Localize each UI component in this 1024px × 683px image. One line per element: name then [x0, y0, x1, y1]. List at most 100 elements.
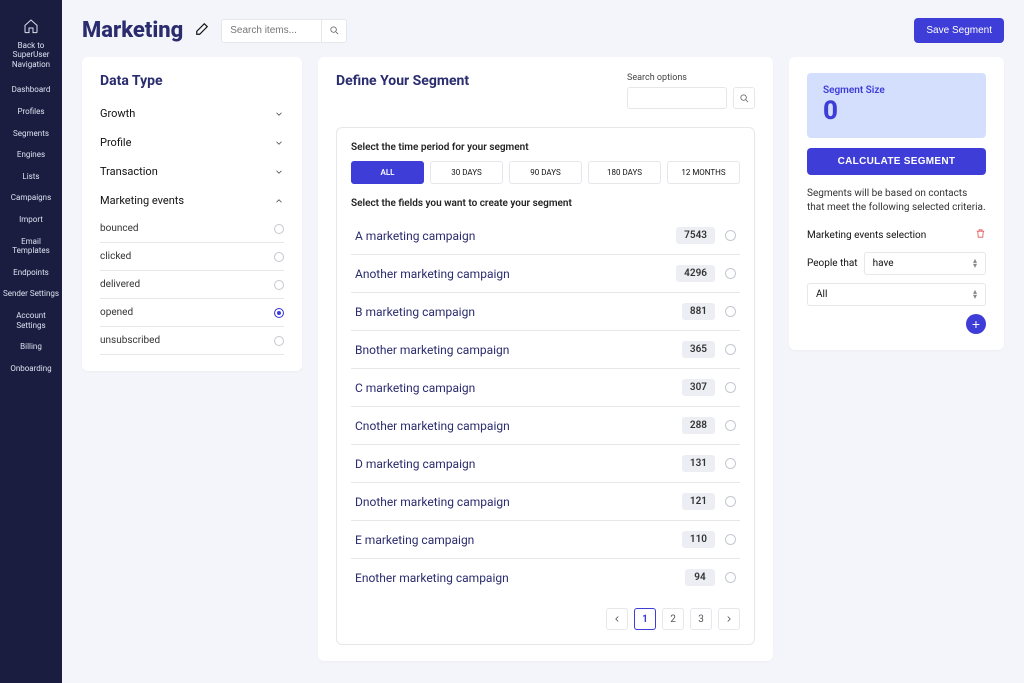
- trash-icon[interactable]: [975, 228, 986, 242]
- segment-size-label: Segment Size: [823, 85, 970, 96]
- sidebar: Back to SuperUser Navigation DashboardPr…: [0, 0, 62, 683]
- campaign-count: 7543: [676, 227, 715, 244]
- campaign-row[interactable]: Enother marketing campaign94: [351, 559, 740, 596]
- period-option[interactable]: 30 DAYS: [430, 161, 503, 184]
- edit-icon[interactable]: [195, 22, 209, 39]
- radio-icon: [725, 420, 736, 431]
- sidebar-item-email-templates[interactable]: Email Templates: [0, 231, 62, 262]
- search-options: Search options: [627, 73, 755, 109]
- campaign-name: Another marketing campaign: [355, 267, 510, 281]
- campaign-name: Bnother marketing campaign: [355, 343, 509, 357]
- define-segment-panel: Define Your Segment Search options Selec…: [318, 57, 773, 661]
- people-that-dropdown[interactable]: have ▴▾: [864, 252, 986, 275]
- data-type-group[interactable]: Marketing events: [100, 186, 284, 215]
- data-type-option[interactable]: bounced: [100, 215, 284, 243]
- campaign-count: 288: [682, 417, 715, 434]
- chevron-up-icon: [274, 196, 284, 206]
- segment-summary-panel: Segment Size 0 CALCULATE SEGMENT Segment…: [789, 57, 1004, 350]
- sidebar-item-segments[interactable]: Segments: [0, 123, 62, 145]
- campaign-name: A marketing campaign: [355, 229, 475, 243]
- campaign-row[interactable]: Bnother marketing campaign 365: [351, 331, 740, 369]
- caret-updown-icon: ▴▾: [973, 290, 977, 300]
- page-prev[interactable]: [606, 608, 628, 630]
- radio-icon: [725, 230, 736, 241]
- campaign-row[interactable]: C marketing campaign307: [351, 369, 740, 407]
- campaign-count: 365: [682, 341, 715, 358]
- campaign-name: E marketing campaign: [355, 533, 474, 547]
- campaign-count: 131: [682, 455, 715, 472]
- data-type-option-label: opened: [100, 307, 133, 318]
- campaign-row[interactable]: Another marketing campaign4296: [351, 255, 740, 293]
- data-type-group[interactable]: Transaction: [100, 157, 284, 186]
- campaign-row[interactable]: E marketing campaign 110: [351, 521, 740, 559]
- search-options-input[interactable]: [627, 87, 727, 109]
- chevron-left-icon: [612, 614, 622, 624]
- sidebar-item-engines[interactable]: Engines: [0, 144, 62, 166]
- sidebar-back-label: Back to SuperUser Navigation: [4, 41, 58, 70]
- sidebar-item-onboarding[interactable]: Onboarding: [0, 358, 62, 380]
- data-type-option[interactable]: clicked: [100, 243, 284, 271]
- sidebar-item-endpoints[interactable]: Endpoints: [0, 262, 62, 284]
- campaign-row[interactable]: D marketing campaign 131: [351, 445, 740, 483]
- data-type-group-label: Marketing events: [100, 194, 184, 207]
- sidebar-item-dashboard[interactable]: Dashboard: [0, 79, 62, 101]
- period-option[interactable]: ALL: [351, 161, 424, 184]
- data-type-group-label: Transaction: [100, 165, 158, 178]
- campaign-row[interactable]: Cnother marketing campaign 288: [351, 407, 740, 445]
- sidebar-item-billing[interactable]: Billing: [0, 336, 62, 358]
- calculate-segment-button[interactable]: CALCULATE SEGMENT: [807, 148, 986, 175]
- period-option[interactable]: 12 MONTHS: [667, 161, 740, 184]
- campaign-name: C marketing campaign: [355, 381, 475, 395]
- data-type-group[interactable]: Growth: [100, 99, 284, 128]
- save-segment-button[interactable]: Save Segment: [914, 18, 1004, 43]
- campaign-count: 881: [682, 303, 715, 320]
- search-icon: [329, 25, 340, 36]
- caret-updown-icon: ▴▾: [973, 259, 977, 269]
- radio-icon: [274, 280, 284, 290]
- sidebar-item-account-settings[interactable]: Account Settings: [0, 305, 62, 336]
- page-number[interactable]: 1: [634, 608, 656, 630]
- page-number[interactable]: 2: [662, 608, 684, 630]
- data-type-option-label: clicked: [100, 251, 131, 262]
- data-type-option-label: bounced: [100, 223, 139, 234]
- filter-value: All: [816, 289, 827, 300]
- campaign-count: 110: [682, 531, 715, 548]
- radio-icon: [725, 268, 736, 279]
- search-input[interactable]: [221, 19, 321, 43]
- campaign-row[interactable]: B marketing campaign881: [351, 293, 740, 331]
- pagination: 123: [351, 608, 740, 630]
- sidebar-item-profiles[interactable]: Profiles: [0, 101, 62, 123]
- campaign-row[interactable]: Dnother marketing campaign121: [351, 483, 740, 521]
- radio-icon: [725, 572, 736, 583]
- sidebar-item-import[interactable]: Import: [0, 209, 62, 231]
- period-option[interactable]: 180 DAYS: [588, 161, 661, 184]
- campaign-name: D marketing campaign: [355, 457, 475, 471]
- data-type-option[interactable]: opened: [100, 299, 284, 327]
- fields-label: Select the fields you want to create you…: [351, 198, 740, 209]
- radio-icon: [274, 252, 284, 262]
- campaign-row[interactable]: A marketing campaign 7543: [351, 217, 740, 255]
- data-type-option[interactable]: delivered: [100, 271, 284, 299]
- campaign-name: Cnother marketing campaign: [355, 419, 510, 433]
- sidebar-back[interactable]: Back to SuperUser Navigation: [0, 12, 62, 79]
- radio-icon: [725, 382, 736, 393]
- segment-builder: Select the time period for your segment …: [336, 127, 755, 645]
- page-next[interactable]: [718, 608, 740, 630]
- chevron-down-icon: [274, 138, 284, 148]
- sidebar-item-sender-settings[interactable]: Sender Settings: [0, 283, 62, 305]
- data-type-option[interactable]: unsubscribed: [100, 327, 284, 355]
- chevron-down-icon: [274, 109, 284, 119]
- sidebar-item-lists[interactable]: Lists: [0, 166, 62, 188]
- page-number[interactable]: 3: [690, 608, 712, 630]
- add-criteria-button[interactable]: +: [966, 314, 986, 334]
- filter-value-dropdown[interactable]: All ▴▾: [807, 283, 986, 306]
- data-type-group[interactable]: Profile: [100, 128, 284, 157]
- search-icon: [739, 93, 750, 104]
- search-button[interactable]: [321, 19, 347, 43]
- people-that-value: have: [873, 258, 894, 269]
- period-option[interactable]: 90 DAYS: [509, 161, 582, 184]
- campaign-count: 94: [685, 569, 715, 586]
- data-type-group-label: Growth: [100, 107, 135, 120]
- search-options-button[interactable]: [733, 87, 755, 109]
- sidebar-item-campaigns[interactable]: Campaigns: [0, 187, 62, 209]
